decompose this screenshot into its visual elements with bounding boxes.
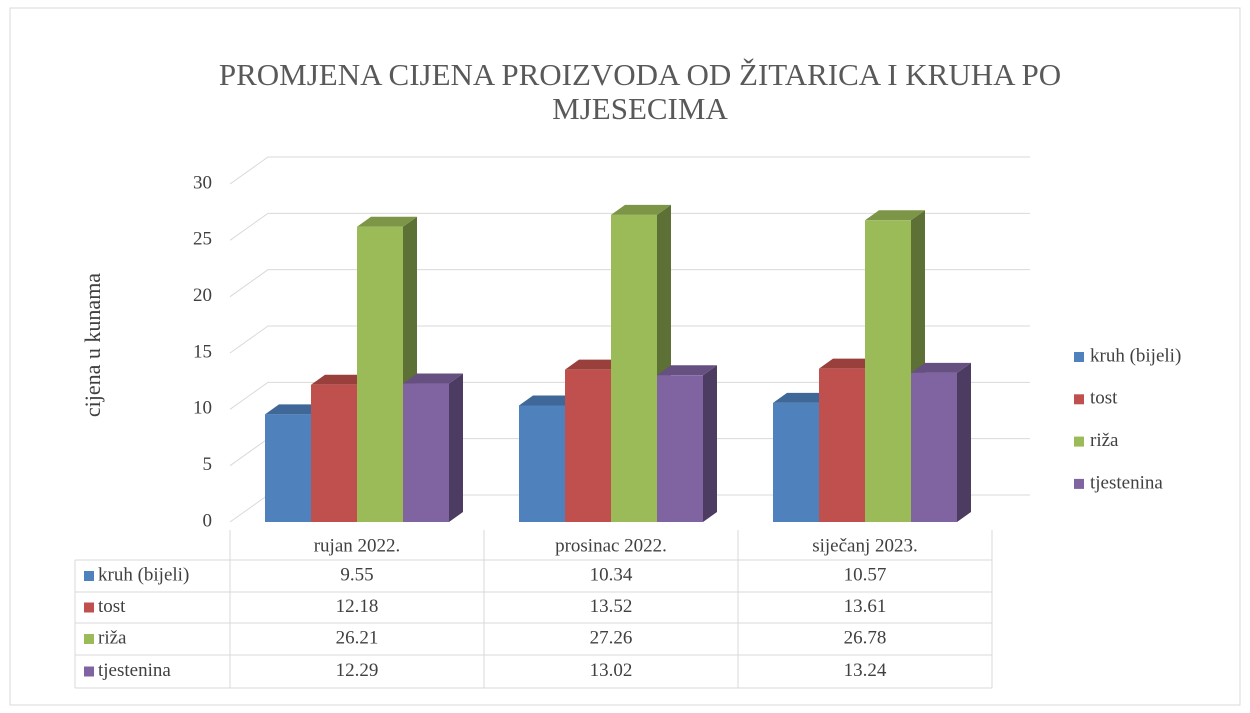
table-cell: 13.52 [590,596,633,617]
legend-key [1074,436,1084,447]
grid-line [229,381,1030,410]
bar-top [819,358,879,369]
table-cell: 26.78 [844,627,887,648]
bar-side [957,362,971,522]
bar-side [449,373,463,522]
y-tick-label: 20 [193,285,212,306]
table-cell: 12.18 [336,596,379,617]
table-cell: 12.29 [336,660,379,681]
bar-top [265,404,325,415]
grid-line [229,325,1030,354]
bar [519,405,565,522]
table-legend-key [84,571,94,581]
legend-label: tost [1090,388,1118,409]
bar [611,214,657,522]
bar [911,372,957,522]
bar-top [865,210,925,221]
bar-top [911,362,971,373]
bar [311,384,357,522]
bar-top [565,359,625,370]
bar [403,383,449,522]
table-legend-key [84,602,94,613]
y-tick-label: 25 [193,229,212,250]
legend-key [1074,478,1084,489]
bar-top [357,216,417,227]
table-row-label: kruh (bijeli) [98,564,189,585]
table-cell: 27.26 [590,627,633,648]
x-tick-label: rujan 2022. [314,535,401,556]
bar-top [657,365,717,376]
x-tick-label: prosinac 2022. [555,535,667,556]
table-cell: 9.55 [340,564,373,585]
table-cell: 13.61 [844,596,887,617]
legend-label: kruh (bijeli) [1090,345,1181,366]
chart-title: PROMJENA CIJENA PROIZVODA OD ŽITARICA I … [218,57,1062,126]
legend-label: tjestenina [1090,472,1163,493]
table-legend-key [84,634,94,644]
y-tick-label: 30 [193,172,212,193]
grid-line [229,156,1030,185]
bar [773,402,819,522]
bar [865,220,911,522]
y-tick-label: 5 [203,454,213,475]
table-cell: 13.24 [844,660,887,681]
table-row-label: tost [98,596,126,617]
table-cell: 13.02 [590,660,633,681]
legend-key [1074,352,1084,362]
bar-top [611,204,671,215]
grid-line [229,212,1030,241]
y-tick-label: 0 [203,510,213,531]
bar [565,369,611,522]
bar-top [311,374,371,385]
y-tick-label: 15 [193,341,212,362]
table-cell: 10.57 [844,564,887,585]
legend-label: riža [1090,430,1119,451]
bar [265,414,311,522]
x-tick-label: siječanj 2023. [812,535,918,556]
bar [357,226,403,522]
table-row-label: tjestenina [98,660,171,681]
bar-top [519,395,579,406]
table-row-label: riža [98,627,127,648]
table-cell: 26.21 [336,627,379,648]
table-legend-key [84,666,94,677]
chart-border [9,7,1241,706]
legend-key [1074,394,1084,405]
y-tick-label: 10 [193,398,212,419]
bar-side [703,365,717,522]
bar-top [773,392,833,403]
bar [819,368,865,522]
y-axis-title: cijena u kunama [80,273,105,417]
bar [657,375,703,522]
bar-top [403,373,463,384]
grid-line [229,269,1030,298]
table-cell: 10.34 [590,564,633,585]
